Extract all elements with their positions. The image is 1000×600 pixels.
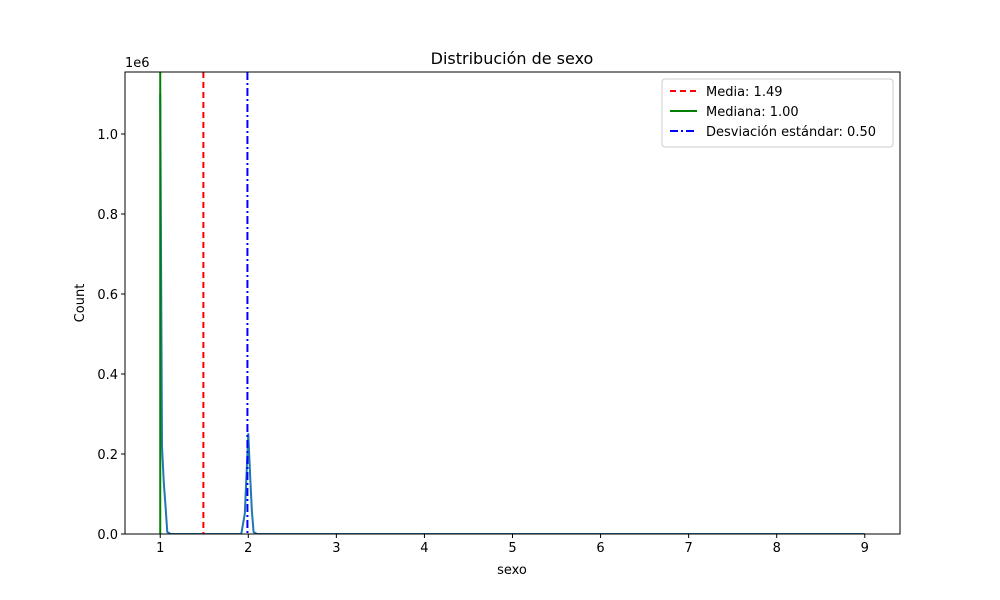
y-tick-label: 0.0: [97, 528, 118, 543]
legend-box: [661, 78, 894, 148]
x-tick-label: 4: [420, 541, 428, 556]
x-tick-label: 8: [773, 541, 781, 556]
legend: Media: 1.49 Mediana: 1.00 Desviación están…: [661, 78, 894, 148]
legend-entry: Mediana: 1.00: [706, 105, 799, 120]
y-axis-label: Count: [73, 284, 88, 323]
series-line: [159, 93, 865, 534]
y-axis: 0.0 0.2 0.4 0.6 0.8 1.0: [97, 128, 125, 543]
x-tick-label: 1: [156, 541, 164, 556]
chart-title: Distribución de sexo: [431, 49, 594, 68]
x-tick-label: 7: [684, 541, 692, 556]
legend-entry: Media: 1.49: [706, 85, 783, 100]
x-tick-label: 2: [244, 541, 252, 556]
series-layer: [159, 93, 865, 534]
y-tick-label: 0.2: [97, 448, 118, 463]
x-axis-label: sexo: [497, 563, 527, 578]
x-tick-label: 5: [508, 541, 516, 556]
y-tick-label: 0.8: [97, 208, 118, 223]
x-tick-label: 6: [596, 541, 604, 556]
y-tick-label: 0.4: [97, 368, 118, 383]
y-tick-label: 1.0: [97, 128, 118, 143]
x-tick-label: 9: [861, 541, 869, 556]
y-axis-offset-text: 1e6: [125, 56, 150, 71]
legend-entry: Desviación estándar: 0.50: [706, 125, 876, 140]
x-tick-label: 3: [332, 541, 340, 556]
x-axis: 1 2 3 4 5 6 7 8 9: [156, 534, 869, 556]
reference-line-layer: [159, 72, 249, 534]
y-tick-label: 0.6: [97, 288, 118, 303]
